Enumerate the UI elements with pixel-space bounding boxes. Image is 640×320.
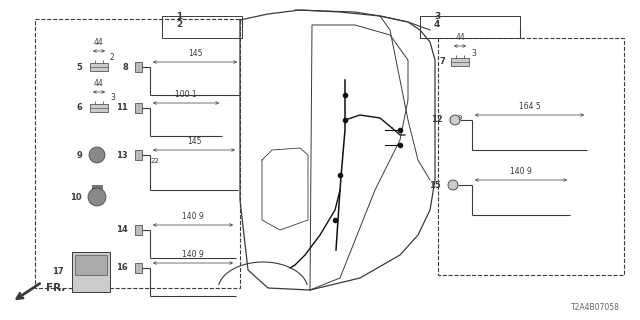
Bar xyxy=(90,104,108,112)
Text: 145: 145 xyxy=(187,137,201,146)
Text: 15: 15 xyxy=(429,180,441,189)
Text: FR.: FR. xyxy=(46,283,65,293)
Text: 100 1: 100 1 xyxy=(175,90,197,99)
Text: 10: 10 xyxy=(70,193,82,202)
Text: 2: 2 xyxy=(110,52,115,61)
Circle shape xyxy=(89,147,105,163)
Bar xyxy=(420,16,520,38)
Text: 1: 1 xyxy=(176,12,182,21)
Bar xyxy=(162,16,242,38)
Text: 11: 11 xyxy=(116,103,128,113)
Text: 9: 9 xyxy=(76,150,82,159)
Bar xyxy=(135,263,142,273)
Bar xyxy=(135,103,142,113)
Text: 44: 44 xyxy=(455,33,465,42)
Text: 17: 17 xyxy=(52,268,64,276)
Bar xyxy=(90,63,108,71)
Bar xyxy=(135,62,142,72)
Bar xyxy=(75,255,107,275)
Text: 140 9: 140 9 xyxy=(182,212,204,221)
Text: 3: 3 xyxy=(434,12,440,21)
Text: 6: 6 xyxy=(76,103,82,113)
Circle shape xyxy=(88,188,106,206)
Text: 3: 3 xyxy=(471,49,476,58)
Text: T2A4B07058: T2A4B07058 xyxy=(571,303,620,312)
Circle shape xyxy=(448,180,458,190)
Text: 164 5: 164 5 xyxy=(518,102,540,111)
Text: 145: 145 xyxy=(188,49,202,58)
Text: 44: 44 xyxy=(94,79,104,88)
Text: 8: 8 xyxy=(122,62,128,71)
Text: 9: 9 xyxy=(458,115,462,121)
Bar xyxy=(92,185,102,191)
Text: 3: 3 xyxy=(110,93,115,102)
Bar xyxy=(135,150,142,160)
Text: 140 9: 140 9 xyxy=(182,250,204,259)
Bar xyxy=(72,252,110,292)
Bar xyxy=(35,19,240,288)
Bar xyxy=(438,38,624,275)
Text: 4: 4 xyxy=(434,20,440,29)
Text: 7: 7 xyxy=(439,58,445,67)
Text: 5: 5 xyxy=(76,62,82,71)
Text: 44: 44 xyxy=(94,38,104,47)
Text: 16: 16 xyxy=(116,263,128,273)
Text: 140 9: 140 9 xyxy=(510,167,532,176)
Text: 22: 22 xyxy=(151,158,160,164)
Text: 13: 13 xyxy=(116,150,128,159)
Text: 2: 2 xyxy=(176,20,182,29)
Bar xyxy=(135,225,142,235)
Text: 14: 14 xyxy=(116,226,128,235)
Text: 12: 12 xyxy=(431,116,443,124)
Bar xyxy=(451,58,469,66)
Circle shape xyxy=(450,115,460,125)
